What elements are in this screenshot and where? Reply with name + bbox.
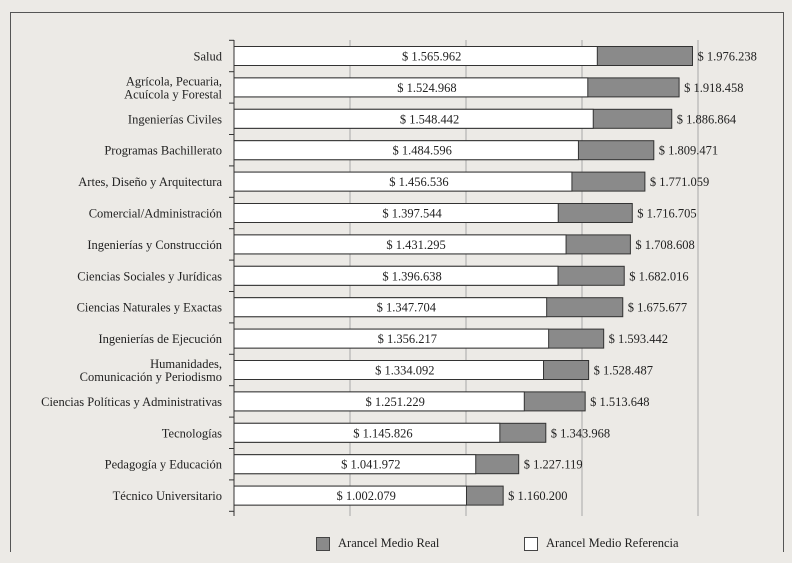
category-label: Ciencias Políticas y Administrativas — [41, 395, 222, 409]
data-label-real: $ 1.160.200 — [508, 489, 567, 503]
legend-swatch-real — [316, 536, 330, 551]
category-label: Artes, Diseño y Arquitectura — [78, 175, 222, 189]
data-label-reference: $ 1.397.544 — [382, 207, 442, 221]
chart-frame — [10, 12, 784, 552]
data-label-real: $ 1.771.059 — [650, 175, 709, 189]
category-label: Comercial/Administración — [89, 207, 223, 221]
bar-reference — [233, 46, 598, 66]
bar-reference — [233, 297, 548, 318]
data-label-reference: $ 1.548.442 — [400, 112, 459, 126]
data-label-reference: $ 1.041.972 — [341, 458, 400, 472]
bar-reference — [233, 454, 477, 475]
category-label: Acuícola y Forestal — [124, 87, 222, 101]
category-label: Salud — [194, 50, 223, 64]
legend-item-reference: Arancel Medio Referencia — [524, 536, 679, 551]
data-label-real: $ 1.682.016 — [629, 269, 688, 283]
category-label: Ciencias Naturales y Exactas — [77, 301, 223, 315]
bar-reference — [233, 485, 467, 506]
bar-reference — [233, 360, 545, 380]
data-label-reference: $ 1.456.536 — [389, 175, 448, 189]
bar-reference — [233, 140, 579, 161]
legend-swatch-reference — [524, 536, 538, 551]
data-label-reference: $ 1.396.638 — [382, 269, 441, 283]
bar-reference — [233, 108, 594, 129]
data-label-reference: $ 1.431.295 — [386, 238, 445, 252]
category-label: Tecnologías — [162, 426, 222, 440]
data-label-reference: $ 1.356.217 — [378, 332, 437, 346]
data-label-real: $ 1.809.471 — [659, 144, 718, 158]
category-label: Ciencias Sociales y Jurídicas — [77, 269, 222, 283]
category-label: Humanidades, — [150, 357, 222, 371]
legend-item-real: Arancel Medio Real — [316, 536, 439, 551]
data-label-real: $ 1.886.864 — [677, 112, 737, 126]
data-label-real: $ 1.528.487 — [594, 364, 653, 378]
data-label-real: $ 1.976.238 — [697, 50, 756, 64]
data-label-real: $ 1.716.705 — [637, 207, 696, 221]
data-label-reference: $ 1.565.962 — [402, 50, 461, 64]
bar-reference — [233, 203, 559, 223]
category-label: Pedagogía y Educación — [105, 458, 223, 472]
data-label-real: $ 1.593.442 — [609, 332, 668, 346]
bar-reference — [233, 77, 589, 98]
data-label-real: $ 1.227.119 — [524, 458, 583, 472]
data-label-real: $ 1.675.677 — [628, 301, 687, 315]
category-label: Ingenierías y Construcción — [87, 238, 222, 252]
bar-reference — [233, 171, 573, 192]
data-label-real: $ 1.513.648 — [590, 395, 649, 409]
bar-reference — [233, 422, 501, 443]
data-label-real: $ 1.343.968 — [551, 426, 610, 440]
data-label-reference: $ 1.251.229 — [365, 395, 424, 409]
data-label-real: $ 1.708.608 — [635, 238, 694, 252]
category-label: Técnico Universitario — [113, 489, 222, 503]
data-label-reference: $ 1.334.092 — [375, 364, 434, 378]
data-label-reference: $ 1.524.968 — [397, 81, 456, 95]
category-label: Agrícola, Pecuaria, — [126, 74, 222, 88]
category-label: Ingenierías Civiles — [128, 112, 222, 126]
category-label: Programas Bachillerato — [104, 144, 222, 158]
legend-label-real: Arancel Medio Real — [338, 536, 440, 550]
data-label-reference: $ 1.002.079 — [337, 489, 396, 503]
bar-reference — [233, 234, 567, 255]
bar-reference — [233, 265, 559, 286]
legend-label-reference: Arancel Medio Referencia — [546, 536, 679, 550]
data-label-reference: $ 1.145.826 — [353, 426, 412, 440]
category-label: Ingenierías de Ejecución — [98, 332, 222, 346]
data-label-reference: $ 1.347.704 — [377, 301, 437, 315]
bar-reference — [233, 328, 550, 349]
data-label-reference: $ 1.484.596 — [393, 144, 452, 158]
category-label: Comunicación y Periodismo — [80, 370, 222, 384]
bar-reference — [233, 391, 525, 412]
data-label-real: $ 1.918.458 — [684, 81, 743, 95]
